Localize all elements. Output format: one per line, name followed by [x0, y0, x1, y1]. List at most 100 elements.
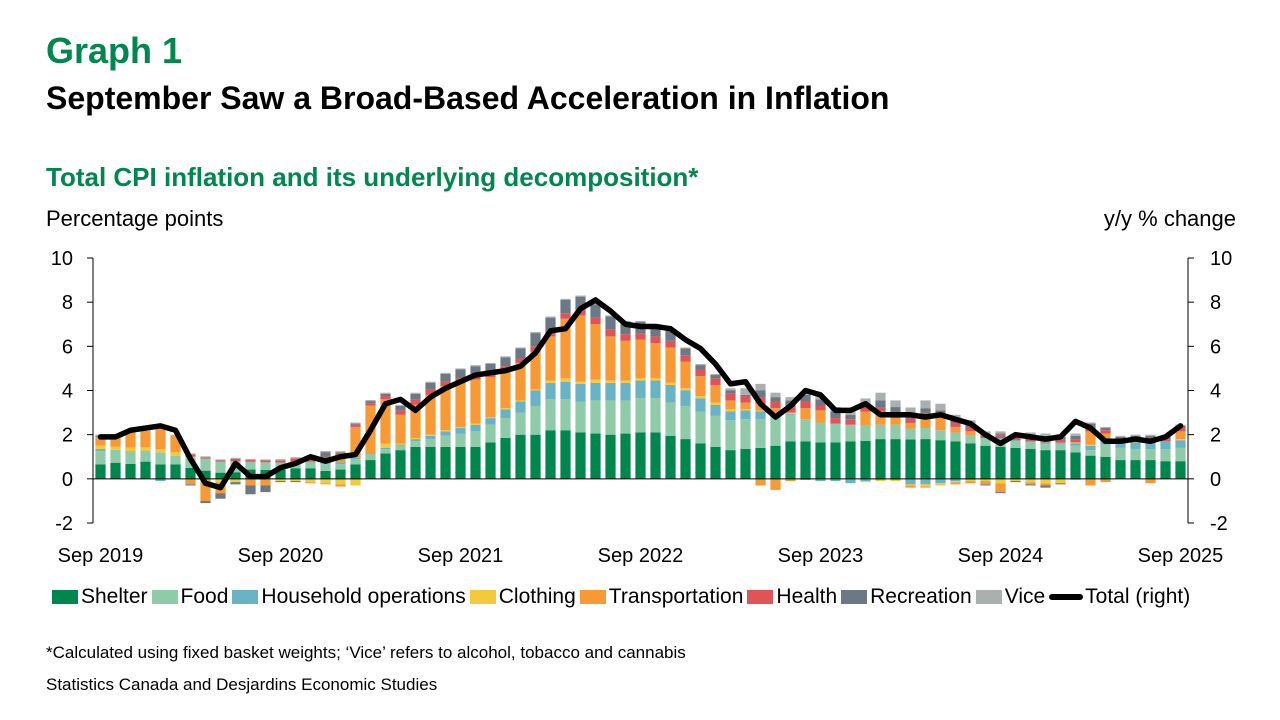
bar-segment-health	[845, 419, 856, 425]
legend-swatch	[52, 590, 78, 604]
bar-segment-negative-clothing	[305, 478, 316, 483]
bar-segment-food	[680, 405, 691, 440]
bar-segment-negative-clothing	[1040, 478, 1051, 484]
bar-segment-food	[905, 428, 916, 440]
bar-segment-negative-household-operations	[800, 478, 811, 480]
bar-segment-shelter	[125, 463, 136, 479]
bar-segment-vice	[590, 303, 601, 305]
bar-segment-vice	[1070, 433, 1081, 436]
bar-segment-food	[410, 441, 421, 447]
bar-segment-household-operations	[410, 439, 421, 442]
bar-segment-shelter	[1085, 455, 1096, 479]
bar-segment-health	[740, 396, 751, 403]
bar-segment-shelter	[470, 446, 481, 479]
bar-segment-food	[155, 452, 166, 465]
bar-segment-health	[605, 329, 616, 337]
bar-segment-negative-clothing	[965, 479, 976, 482]
chart-subtitle: Total CPI inflation and its underlying d…	[46, 162, 699, 192]
bar-segment-health	[830, 418, 841, 424]
legend-item-food: Food	[151, 585, 228, 609]
bar-segment-shelter	[980, 445, 991, 479]
legend-label: Vice	[1004, 585, 1046, 608]
bar-segment-vice	[725, 388, 736, 391]
bar-segment-health	[725, 393, 736, 401]
bar-segment-recreation	[1100, 428, 1111, 431]
bar-segment-shelter	[875, 439, 886, 479]
bar-segment-food	[845, 424, 856, 442]
bar-segment-vice	[1040, 433, 1051, 436]
bar-segment-health	[995, 434, 1006, 438]
bar-segment-vice	[575, 295, 586, 297]
bar-segment-food	[1100, 444, 1111, 457]
bar-segment-transportation	[95, 436, 106, 446]
bar-segment-shelter	[530, 434, 541, 479]
bar-segment-negative-transportation	[770, 478, 781, 490]
bar-segment-negative-clothing	[335, 478, 346, 485]
bar-segment-negative-household-operations	[890, 478, 901, 480]
bar-segment-health	[1010, 437, 1021, 441]
bar-segment-recreation	[680, 348, 691, 356]
bar-segment-negative-clothing	[290, 478, 301, 482]
bar-segment-shelter	[800, 441, 811, 479]
bar-segment-negative-transportation	[1040, 483, 1051, 486]
left-tick-label: 8	[62, 292, 73, 314]
bar-segment-negative-household-operations	[935, 478, 946, 484]
bar-segment-vice	[335, 451, 346, 453]
bar-segment-shelter	[215, 472, 226, 479]
bar-segment-recreation	[335, 452, 346, 454]
bar-segment-food	[485, 424, 496, 443]
left-tick-label: 4	[62, 381, 73, 403]
x-tick-label: Sep 2024	[958, 545, 1044, 567]
bar-segment-clothing	[500, 408, 511, 410]
bar-segment-negative-recreation	[1025, 484, 1036, 486]
bar-segment-vice	[1145, 434, 1156, 436]
bar-segment-shelter	[1055, 450, 1066, 479]
bar-segment-shelter	[1175, 461, 1186, 479]
bar-segment-transportation	[110, 436, 121, 447]
bar-segment-shelter	[1130, 460, 1141, 479]
bar-segment-transportation	[140, 430, 151, 448]
left-tick-label: -2	[55, 513, 73, 535]
bar-segment-transportation	[560, 318, 571, 379]
bar-segment-clothing	[665, 382, 676, 385]
bar-segment-health	[290, 458, 301, 462]
bar-segment-negative-transportation	[950, 482, 961, 485]
bar-segment-transportation	[920, 417, 931, 429]
bar-segment-negative-household-operations	[860, 478, 871, 482]
bar-segment-recreation	[1145, 435, 1156, 438]
bar-segment-clothing	[110, 446, 121, 450]
bar-segment-food	[935, 430, 946, 441]
bar-segment-negative-clothing	[1055, 478, 1066, 484]
bar-segment-vice	[1100, 426, 1111, 429]
right-axis-label: y/y % change	[1103, 206, 1236, 231]
bar-segment-household-operations	[1115, 441, 1126, 448]
x-tick-label: Sep 2021	[418, 545, 504, 567]
bar-segment-recreation	[470, 366, 481, 376]
bar-segment-recreation	[1070, 435, 1081, 440]
bar-segment-household-operations	[500, 409, 511, 419]
bar-segment-household-operations	[380, 447, 391, 450]
bar-segment-shelter	[275, 469, 286, 479]
bar-segment-shelter	[305, 468, 316, 479]
bar-segment-transportation	[395, 414, 406, 444]
bar-segment-recreation	[380, 393, 391, 397]
bar-segment-household-operations	[755, 411, 766, 420]
bar-segment-food	[1130, 449, 1141, 461]
right-tick-label: 2	[1210, 425, 1221, 447]
bar-segment-vice	[380, 392, 391, 394]
bar-segment-transportation	[1175, 431, 1186, 440]
bar-segment-shelter	[1040, 450, 1051, 479]
bar-segment-food	[950, 432, 961, 442]
bar-segment-negative-clothing	[275, 478, 286, 482]
bar-segment-health	[635, 333, 646, 340]
bar-segment-transportation	[650, 343, 661, 379]
bar-segment-household-operations	[725, 411, 736, 421]
bar-segment-food	[500, 418, 511, 438]
bar-segment-household-operations	[350, 457, 361, 459]
bar-segment-recreation	[455, 369, 466, 379]
bar-segment-health	[230, 458, 241, 462]
bar-segment-health	[395, 410, 406, 415]
bar-segment-negative-clothing	[980, 478, 991, 482]
bar-segment-transportation	[170, 435, 181, 453]
bar-segment-household-operations	[665, 384, 676, 403]
